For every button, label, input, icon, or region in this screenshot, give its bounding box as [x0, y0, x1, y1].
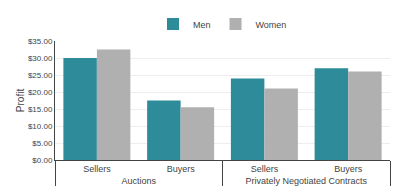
svg-text:$30.00: $30.00: [28, 54, 53, 63]
svg-text:Buyers: Buyers: [334, 164, 363, 174]
svg-text:Sellers: Sellers: [251, 164, 279, 174]
svg-text:$25.00: $25.00: [28, 71, 53, 80]
svg-text:$0.00: $0.00: [32, 156, 53, 165]
svg-text:Buyers: Buyers: [167, 164, 196, 174]
svg-text:Women: Women: [256, 20, 287, 30]
svg-text:$35.00: $35.00: [28, 37, 53, 46]
svg-text:$20.00: $20.00: [28, 88, 53, 97]
svg-text:Privately Negotiated Contracts: Privately Negotiated Contracts: [245, 176, 367, 186]
svg-text:Profit: Profit: [15, 89, 26, 113]
svg-text:Men: Men: [193, 20, 211, 30]
svg-text:$15.00: $15.00: [28, 105, 53, 114]
svg-text:$10.00: $10.00: [28, 122, 53, 131]
svg-text:$5.00: $5.00: [32, 139, 53, 148]
svg-text:Sellers: Sellers: [83, 164, 111, 174]
svg-text:Auctions: Auctions: [121, 176, 156, 186]
